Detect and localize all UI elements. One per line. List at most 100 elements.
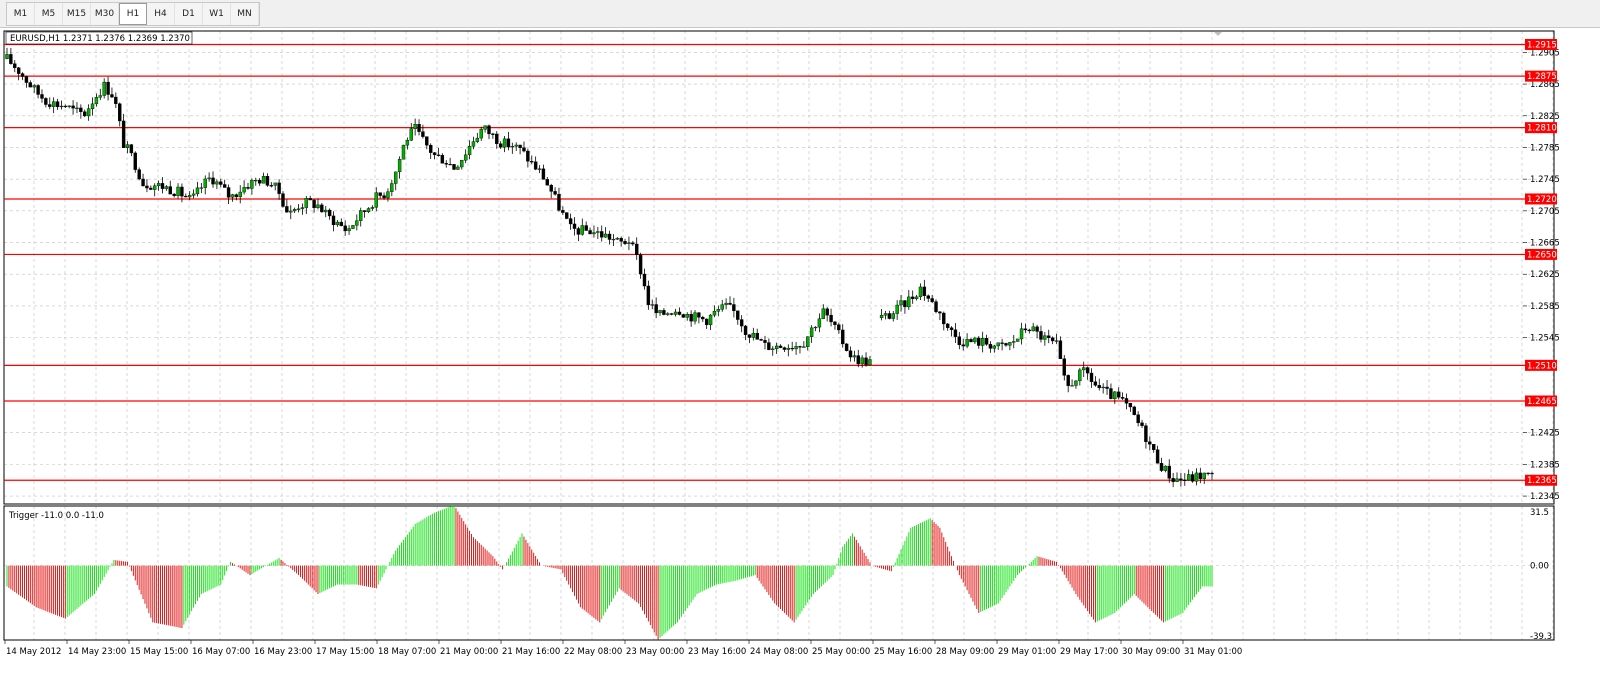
time-tick-label: 23 May 00:00 (626, 647, 684, 657)
candle-body (883, 313, 888, 316)
candle-body (137, 169, 141, 180)
candle-body (833, 321, 837, 325)
candle-body (24, 76, 29, 83)
candle-body (918, 286, 923, 298)
candle-body (580, 225, 584, 235)
time-tick-label: 15 May 15:00 (130, 647, 188, 657)
time-tick-label: 16 May 23:00 (254, 647, 312, 657)
candle-body (5, 54, 9, 59)
time-tick-label: 21 May 00:00 (440, 647, 498, 657)
candle-body (86, 108, 91, 117)
candle-body (359, 210, 363, 221)
price-tick-label: 1.2545 (1530, 334, 1560, 344)
candle-body (1175, 478, 1179, 482)
candle-body (320, 204, 324, 213)
candle-body (133, 152, 137, 170)
candle-body (254, 179, 258, 182)
candle-body (374, 192, 378, 208)
candle-body (1039, 331, 1043, 340)
candle-body (463, 154, 468, 161)
timeframe-button-m1[interactable]: M1 (7, 3, 35, 25)
candle-body (382, 195, 386, 199)
time-tick-label: 25 May 00:00 (812, 647, 870, 657)
candle-body (584, 225, 588, 231)
price-chart[interactable]: 1.2905 1.2865 1.2825 1.2785 1.2745 1.2705 1.26… (0, 28, 1600, 676)
candle-body (685, 314, 689, 318)
candle-body (1015, 338, 1020, 342)
candle-body (487, 125, 491, 135)
candle-body (250, 180, 254, 189)
time-tick-label: 23 May 16:00 (688, 647, 746, 657)
candle-body (654, 304, 658, 314)
timeframe-button-d1[interactable]: D1 (175, 3, 203, 25)
candle-body (257, 179, 262, 184)
candle-body (506, 138, 511, 148)
candle-body (1023, 328, 1028, 331)
chart-shift-marker-icon[interactable] (1214, 32, 1222, 36)
candle-body (724, 302, 728, 305)
candle-body (782, 347, 787, 350)
candle-body (852, 355, 857, 358)
candle-body (533, 161, 538, 170)
candle-body (549, 185, 553, 192)
candle-body (129, 144, 134, 154)
candlestick-series (5, 47, 1214, 488)
candle-body (1097, 385, 1101, 389)
candle-body (222, 184, 227, 188)
price-tick-label: 1.2825 (1530, 112, 1560, 122)
price-tick-label: 1.2345 (1530, 492, 1560, 502)
candle-body (938, 311, 942, 314)
candle-body (545, 179, 550, 186)
candle-body (771, 348, 775, 350)
candle-body (1047, 335, 1051, 338)
candle-body (1000, 342, 1004, 344)
candle-body (83, 111, 87, 117)
timeframe-button-m30[interactable]: M30 (91, 3, 119, 25)
timeframe-button-m15[interactable]: M15 (63, 3, 91, 25)
timeframe-button-m5[interactable]: M5 (35, 3, 63, 25)
candle-body (168, 186, 172, 195)
level-label-box (1525, 474, 1557, 486)
candle-body (164, 186, 169, 189)
candle-body (1066, 375, 1070, 386)
level-label-box (1525, 359, 1557, 371)
candle-body (1105, 386, 1109, 389)
candle-body (261, 176, 266, 184)
candle-body (949, 327, 954, 331)
timeframe-button-mn[interactable]: MN (231, 3, 259, 25)
support-resistance-levels (4, 43, 1525, 481)
candle-body (75, 107, 79, 109)
candle-body (720, 304, 724, 310)
candle-body (650, 304, 654, 306)
candle-body (1117, 391, 1121, 398)
candle-body (308, 198, 312, 201)
timeframe-button-h4[interactable]: H4 (147, 3, 175, 25)
candle-body (351, 225, 355, 229)
candle-body (530, 161, 534, 163)
candle-body (638, 254, 643, 275)
candle-body (172, 193, 176, 196)
candle-body (304, 198, 309, 208)
level-label-box (1525, 70, 1557, 82)
candle-body (934, 301, 938, 313)
time-tick-label: 29 May 17:00 (1060, 647, 1118, 657)
candle-body (611, 238, 616, 241)
candle-body (98, 95, 102, 98)
candle-body (48, 104, 52, 107)
candle-body (736, 310, 740, 320)
candle-body (1128, 402, 1133, 408)
timeframe-button-w1[interactable]: W1 (203, 3, 231, 25)
candle-body (856, 355, 860, 365)
candle-body (421, 131, 425, 137)
candle-body (891, 313, 895, 319)
timeframe-button-h1[interactable]: H1 (119, 3, 147, 25)
candle-body (246, 187, 250, 189)
candle-body (456, 166, 460, 170)
candle-body (817, 318, 822, 328)
time-tick-label: 16 May 07:00 (192, 647, 250, 657)
trigger-histogram (6, 505, 1213, 640)
candle-body (977, 337, 981, 346)
candle-body (285, 206, 289, 213)
candle-body (953, 329, 958, 337)
price-tick-label: 1.2705 (1530, 207, 1560, 217)
